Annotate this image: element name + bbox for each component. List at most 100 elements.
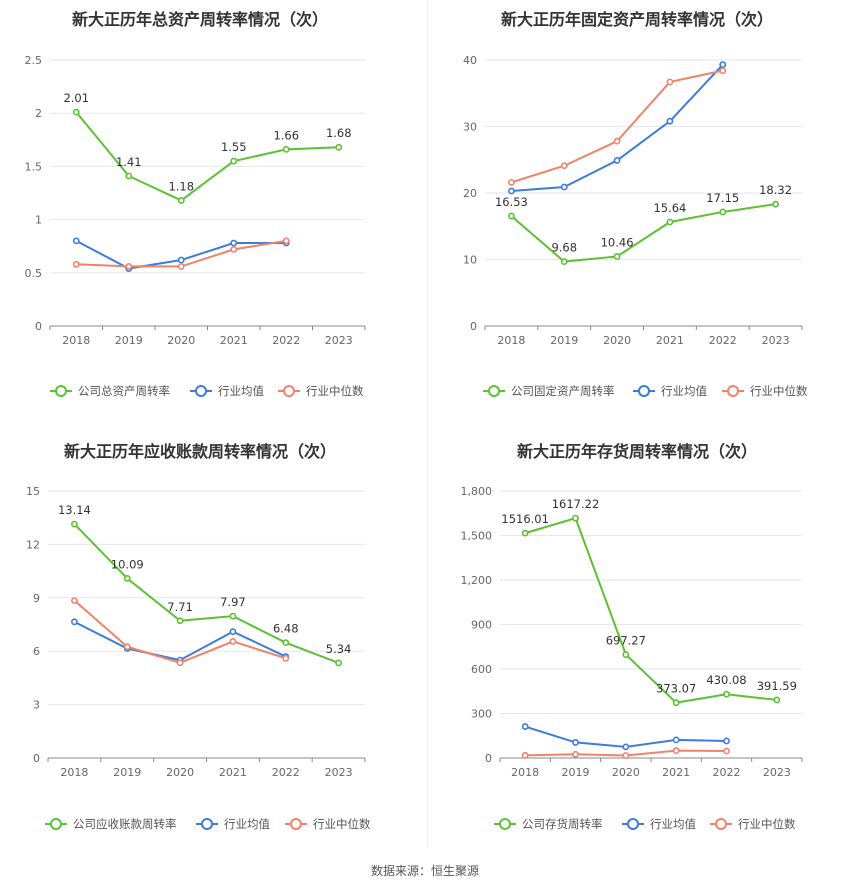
data-point [613, 157, 621, 164]
legend-swatch-marker [499, 818, 511, 830]
x-tick-label: 2021 [662, 766, 690, 779]
y-tick-label: 6 [33, 645, 40, 658]
chart-inventory-turnover: 新大正历年存货周转率情况（次） 0 300 600 900 1,200 1,500 1,800… [461, 442, 803, 831]
x-tick-label: 2021 [656, 334, 684, 347]
y-tick-label: 10 [463, 254, 477, 267]
data-label: 10.09 [111, 557, 144, 571]
data-label: 7.71 [167, 600, 193, 614]
data-point [229, 638, 237, 645]
legend-label: 公司存货周转率 [522, 817, 603, 831]
data-point [230, 239, 238, 247]
series-line-company [524, 516, 777, 704]
x-tick-label: 2020 [612, 766, 640, 779]
legend-swatch-marker [55, 385, 67, 397]
data-point [72, 108, 80, 116]
data-point [622, 752, 630, 759]
data-point [282, 145, 290, 153]
y-tick-label: 1 [35, 214, 42, 227]
y-tick-label: 40 [463, 54, 477, 67]
x-tick-label: 2018 [60, 766, 88, 779]
legend-swatch-marker [715, 818, 727, 830]
legend-swatch-marker [195, 385, 207, 397]
data-point [560, 162, 568, 170]
data-label: 1.55 [221, 140, 247, 154]
data-point [666, 218, 674, 226]
x-tick-label: 2022 [713, 766, 741, 779]
data-point [723, 747, 730, 755]
y-tick-label: 9 [33, 592, 40, 605]
data-label: 1516.01 [501, 512, 549, 526]
data-label: 7.97 [220, 595, 246, 609]
data-point [666, 117, 674, 125]
y-tick-label: 0 [35, 320, 42, 333]
data-point [508, 187, 515, 195]
x-tick-label: 2020 [166, 766, 194, 779]
legend-label: 公司总资产周转率 [78, 384, 170, 398]
x-tick-label: 2023 [325, 334, 353, 347]
data-point [177, 197, 185, 204]
legend-swatch-marker [201, 818, 213, 830]
x-tick-label: 2022 [272, 334, 300, 347]
data-point [508, 212, 515, 220]
data-point [719, 67, 727, 75]
data-point [672, 747, 680, 754]
legend-swatch-marker [283, 385, 295, 397]
x-tick-label: 2020 [603, 334, 631, 347]
data-point [282, 639, 290, 647]
legend-label: 公司固定资产周转率 [511, 384, 615, 398]
data-label: 5.34 [326, 642, 352, 656]
x-tick-label: 2019 [115, 334, 143, 347]
data-label: 1.41 [116, 155, 142, 169]
data-point [176, 659, 184, 667]
chart-fixed-asset-turnover: 新大正历年固定资产周转率情况（次） 0 10 20 30 40 2018 2019 2020 20… [463, 10, 808, 398]
data-point [622, 743, 630, 751]
legend-label: 行业均值 [661, 384, 707, 398]
data-point [560, 258, 568, 266]
legend-swatch-marker [50, 818, 62, 830]
y-tick-label: 0 [485, 752, 492, 765]
data-point [672, 699, 680, 707]
data-point [282, 654, 290, 662]
chart-receivables-turnover: 新大正历年应收账款周转率情况（次） 0 3 6 9 12 15 2018 2019 2020 202… [26, 442, 371, 831]
y-tick-label: 30 [463, 121, 477, 134]
y-tick-label: 2 [35, 107, 42, 120]
y-tick-label: 15 [26, 485, 40, 498]
vertical-divider [427, 0, 428, 845]
data-label: 373.07 [656, 682, 696, 696]
data-label: 1.66 [273, 128, 299, 142]
legend-swatch-marker [488, 385, 500, 397]
x-tick-label: 2023 [763, 766, 791, 779]
chart-title: 新大正历年固定资产周转率情况（次） [501, 10, 773, 29]
data-label: 1617.22 [552, 497, 600, 511]
data-point [773, 696, 781, 704]
y-tick-label: 20 [463, 187, 477, 200]
data-label: 17.15 [706, 191, 739, 205]
data-point [719, 61, 727, 69]
data-point [719, 208, 727, 216]
data-point [521, 529, 529, 537]
x-tick-label: 2019 [550, 334, 578, 347]
data-point [622, 651, 630, 658]
data-label: 15.64 [653, 201, 686, 215]
data-point [71, 597, 78, 604]
data-point [71, 618, 78, 626]
x-tick-label: 2021 [219, 766, 247, 779]
data-point [176, 617, 184, 625]
data-label: 430.08 [706, 673, 746, 687]
y-tick-label: 0.5 [25, 267, 43, 280]
y-tick-label: 600 [471, 663, 492, 676]
data-point [72, 237, 80, 245]
data-point [335, 143, 343, 151]
data-label: 6.48 [273, 622, 299, 636]
data-label: 16.53 [495, 195, 528, 209]
data-point [613, 253, 621, 260]
data-point [123, 574, 131, 582]
x-tick-label: 2019 [113, 766, 141, 779]
y-tick-label: 12 [26, 538, 40, 551]
y-tick-label: 900 [471, 619, 492, 632]
legend-label: 行业中位数 [738, 817, 796, 831]
data-point [230, 245, 238, 253]
data-point [613, 137, 621, 145]
y-tick-label: 3 [33, 699, 40, 712]
series-line-company [75, 111, 339, 202]
